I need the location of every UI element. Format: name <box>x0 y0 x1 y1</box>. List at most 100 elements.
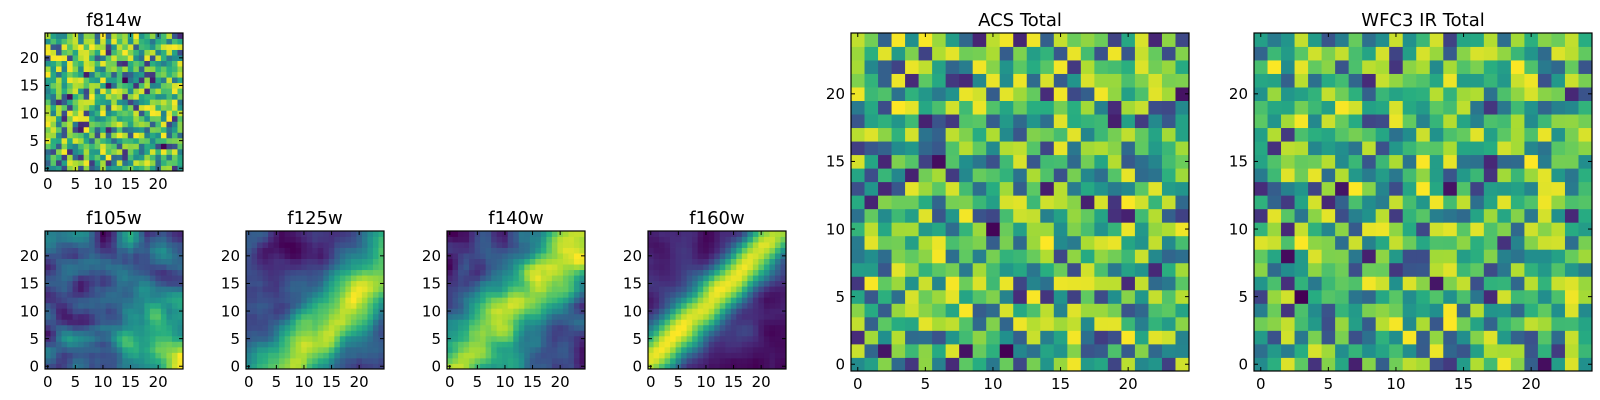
heatmap-cell <box>160 286 167 293</box>
x-tick-label: 0 <box>445 373 455 391</box>
heatmap-cell <box>730 319 737 326</box>
heatmap-cell <box>144 126 151 133</box>
heatmap-cell <box>127 269 134 276</box>
heatmap-cell <box>851 33 865 47</box>
heatmap-cell <box>122 341 129 348</box>
heatmap-cell <box>568 253 575 259</box>
heatmap-cell <box>474 319 481 326</box>
heatmap-cell <box>1121 357 1136 372</box>
heatmap-cell <box>752 335 759 342</box>
heatmap-cell <box>273 247 280 254</box>
heatmap-cell <box>67 313 73 320</box>
heatmap-cell <box>1524 316 1539 331</box>
heatmap-cell <box>284 231 291 237</box>
heatmap-cell <box>56 346 62 353</box>
heatmap-cell <box>61 60 68 67</box>
heatmap-cell <box>1040 222 1055 237</box>
heatmap-cell <box>891 154 906 169</box>
heatmap-cell <box>675 324 682 331</box>
heatmap-cell <box>257 242 263 248</box>
heatmap-cell <box>78 258 85 265</box>
heatmap-cell <box>1578 73 1593 88</box>
heatmap-cell <box>496 308 503 315</box>
heatmap-cell <box>171 258 178 265</box>
heatmap-cell <box>160 330 167 337</box>
heatmap-cell <box>496 313 503 320</box>
heatmap-cell <box>334 346 341 353</box>
heatmap-cell <box>171 264 178 271</box>
heatmap-cell <box>1335 127 1350 142</box>
heatmap-cell <box>1294 114 1309 129</box>
heatmap-cell <box>350 286 357 293</box>
heatmap-cell <box>122 66 129 73</box>
heatmap-cell <box>496 258 503 265</box>
heatmap-cell <box>1321 262 1336 277</box>
heatmap-cell <box>851 195 865 210</box>
heatmap-cell <box>905 235 919 250</box>
heatmap-cell <box>339 231 346 237</box>
heatmap-cell <box>463 346 470 353</box>
heatmap-cell <box>496 352 503 359</box>
heatmap-cell <box>116 159 123 166</box>
heatmap-cell <box>719 242 726 248</box>
heatmap-cell <box>1254 100 1268 115</box>
heatmap-cell <box>686 242 693 248</box>
heatmap-cell <box>1578 330 1593 345</box>
heatmap-cell <box>774 247 781 254</box>
heatmap-cell <box>83 143 90 150</box>
heatmap-cell <box>1308 330 1322 345</box>
heatmap-cell <box>116 66 123 73</box>
heatmap-cell <box>171 49 178 56</box>
heatmap-cell <box>763 319 770 326</box>
heatmap-cell <box>67 110 73 117</box>
heatmap-cell <box>491 297 498 304</box>
heatmap-cell <box>1175 208 1190 223</box>
heatmap-cell <box>675 335 682 342</box>
heatmap-cell <box>752 297 759 304</box>
heatmap-cell <box>529 247 536 254</box>
heatmap-cell <box>1362 33 1377 47</box>
heatmap-cell <box>752 302 759 309</box>
heatmap-cell <box>551 313 558 320</box>
heatmap-cell <box>56 88 62 95</box>
heatmap-cell <box>529 308 536 315</box>
heatmap-cell <box>1267 289 1282 304</box>
heatmap-cell <box>1456 33 1471 47</box>
heatmap-cell <box>496 280 503 287</box>
heatmap-cell <box>579 236 586 243</box>
heatmap-cell <box>502 324 509 331</box>
heatmap-cell <box>1551 330 1566 345</box>
heatmap-cell <box>138 357 145 364</box>
heatmap-cell <box>1267 141 1282 156</box>
heatmap-cell <box>56 253 62 259</box>
heatmap-cell <box>312 236 319 243</box>
heatmap-cell <box>83 110 90 117</box>
heatmap-cell <box>1402 249 1417 264</box>
heatmap-cell <box>83 49 90 56</box>
heatmap-cell <box>480 258 487 265</box>
heatmap-cell <box>122 154 129 161</box>
heatmap-cell <box>246 319 252 326</box>
heatmap-cell <box>573 258 580 265</box>
heatmap-cell <box>45 264 51 271</box>
heatmap-cell <box>491 275 498 282</box>
heatmap-cell <box>469 231 475 237</box>
heatmap-cell <box>160 99 167 106</box>
heatmap-cell <box>774 242 781 248</box>
heatmap-cell <box>317 352 324 359</box>
x-tick-label: 5 <box>1324 375 1334 393</box>
heatmap-cell <box>166 258 173 265</box>
heatmap-cell <box>372 308 379 315</box>
heatmap-cell <box>1308 127 1322 142</box>
heatmap-cell <box>1308 235 1322 250</box>
heatmap-cell <box>61 253 68 259</box>
axes-frame <box>44 230 184 370</box>
heatmap-cell <box>763 242 770 248</box>
heatmap-cell <box>1067 357 1082 372</box>
heatmap-cell <box>1013 127 1028 142</box>
heatmap-cell <box>45 49 51 56</box>
heatmap-cell <box>1281 100 1295 115</box>
heatmap-cell <box>1134 114 1149 129</box>
heatmap-cell <box>1416 87 1431 101</box>
